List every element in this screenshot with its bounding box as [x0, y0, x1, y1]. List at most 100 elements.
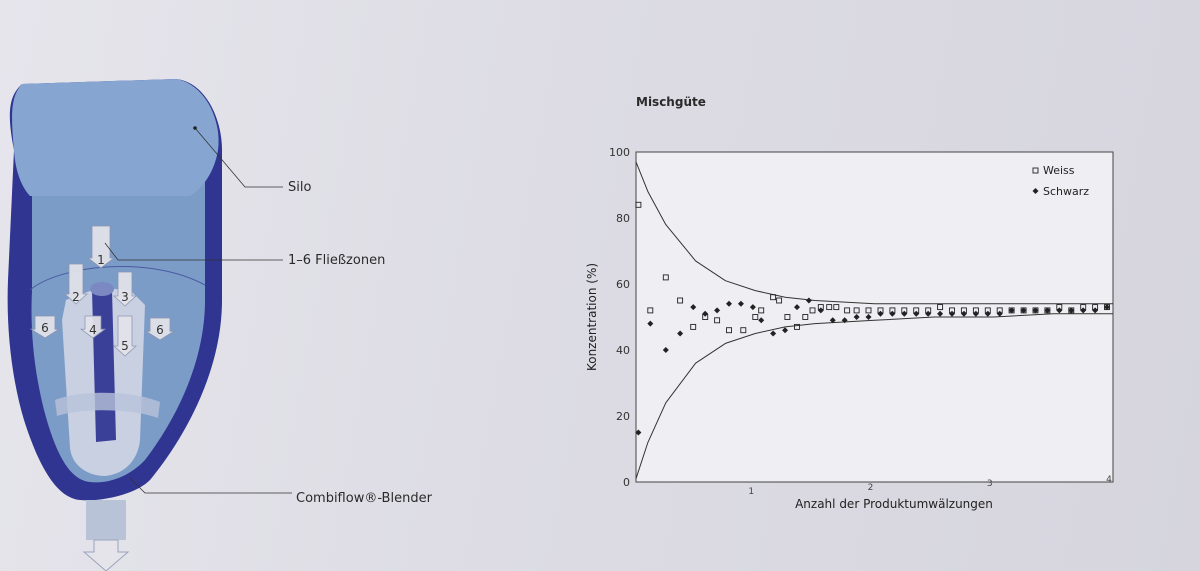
flow-arrow-4 [79, 315, 107, 339]
envelope-lower [635, 313, 1113, 479]
x-tick-label: 1 [748, 487, 754, 497]
point-schwarz [829, 317, 836, 324]
flow-arrow-5 [112, 315, 138, 357]
point-schwarz [635, 429, 642, 436]
envelope-upper [635, 161, 1113, 305]
point-schwarz [853, 314, 860, 320]
point-schwarz [1092, 307, 1099, 314]
point-weiss [758, 307, 765, 314]
point-schwarz [817, 307, 824, 314]
point-schwarz [690, 304, 697, 311]
leader-lines [104, 127, 292, 494]
point-schwarz [865, 314, 872, 320]
envelope-curves [635, 161, 1113, 479]
point-schwarz [1080, 307, 1087, 314]
point-weiss [635, 201, 642, 208]
data-points [635, 201, 1111, 436]
flow-arrow-6 [29, 315, 61, 339]
silo-diagram: 1 2 3 4 5 6 6 [7, 79, 292, 571]
point-schwarz [996, 310, 1003, 317]
zone-number-6-left: 6 [41, 321, 49, 335]
zone-number-6-right: 6 [156, 323, 164, 337]
point-schwarz [758, 317, 765, 324]
flow-zones-label: 1–6 Fließzonen [288, 253, 386, 268]
point-schwarz [901, 310, 908, 317]
point-weiss [802, 314, 809, 320]
point-schwarz [662, 347, 669, 353]
point-schwarz [1104, 304, 1111, 311]
point-schwarz [770, 330, 777, 337]
x-tick-label: 2 [868, 483, 874, 493]
outlet-arrow [82, 539, 130, 571]
point-weiss [740, 327, 747, 334]
zone-number-5: 5 [121, 339, 129, 353]
point-weiss [677, 297, 684, 304]
blender-core [92, 290, 116, 442]
point-schwarz [1044, 307, 1051, 314]
point-weiss [937, 304, 944, 311]
zone-number-4: 4 [89, 323, 97, 337]
point-weiss [853, 307, 860, 314]
point-weiss [726, 327, 732, 334]
point-schwarz [737, 300, 744, 307]
x-tick-labels: 1 2 3 4 [748, 475, 1112, 497]
point-schwarz [793, 304, 800, 311]
blender-cap [90, 282, 114, 296]
point-weiss [794, 323, 800, 330]
point-weiss [826, 304, 833, 311]
x-tick-label: 3 [987, 479, 993, 489]
blender-ring [55, 392, 160, 418]
point-schwarz [726, 300, 733, 307]
silo-top-cap [12, 79, 219, 196]
point-weiss [662, 274, 669, 281]
chart-title: Mischgüte [636, 95, 706, 109]
point-weiss [784, 314, 791, 320]
x-tick-label: 4 [1106, 475, 1112, 485]
point-schwarz [1032, 307, 1039, 314]
point-schwarz [841, 317, 848, 324]
mixing-quality-chart: 0 20 40 60 80 100 1 2 3 4 Weiss Schwarz Konzentr… [585, 146, 1114, 511]
flow-arrows [29, 225, 176, 357]
point-schwarz [949, 310, 956, 317]
point-weiss [714, 317, 721, 324]
y-tick-label: 100 [609, 146, 630, 159]
y-tick-label: 60 [616, 278, 630, 291]
point-schwarz [984, 310, 991, 317]
point-weiss [865, 307, 872, 314]
point-schwarz [805, 297, 812, 304]
zone-number-2: 2 [72, 290, 80, 304]
point-weiss [770, 294, 777, 301]
x-axis-label: Anzahl der Produktumwälzungen [795, 497, 993, 511]
blender-label: Combiflow®-Blender [296, 491, 432, 506]
point-schwarz [1056, 307, 1063, 314]
flow-zone-arc [29, 266, 206, 291]
point-schwarz [782, 327, 789, 334]
y-tick-label: 0 [623, 476, 630, 489]
flow-arrow-1 [86, 225, 116, 269]
point-schwarz [937, 310, 944, 317]
point-schwarz [972, 310, 979, 317]
legend-weiss-marker [1032, 167, 1039, 174]
legend: Weiss Schwarz [1032, 164, 1089, 198]
legend-schwarz-marker [1032, 188, 1039, 194]
point-schwarz [925, 310, 932, 317]
point-schwarz [1008, 307, 1015, 314]
point-schwarz [1020, 307, 1027, 314]
point-schwarz [960, 310, 967, 317]
point-weiss [752, 314, 759, 320]
y-axis-label: Konzentration (%) [585, 263, 599, 371]
y-tick-label: 20 [616, 410, 630, 423]
point-weiss [690, 323, 697, 330]
zone-number-1: 1 [97, 253, 105, 267]
legend-weiss-label: Weiss [1043, 164, 1075, 177]
point-weiss [844, 307, 851, 314]
plot-area [635, 151, 1114, 483]
zone-number-3: 3 [121, 290, 129, 304]
point-schwarz [1068, 307, 1075, 314]
point-schwarz [877, 310, 884, 317]
point-schwarz [889, 310, 896, 317]
y-tick-labels: 0 20 40 60 80 100 [609, 146, 630, 489]
y-tick-label: 40 [616, 344, 630, 357]
point-weiss [809, 307, 816, 314]
